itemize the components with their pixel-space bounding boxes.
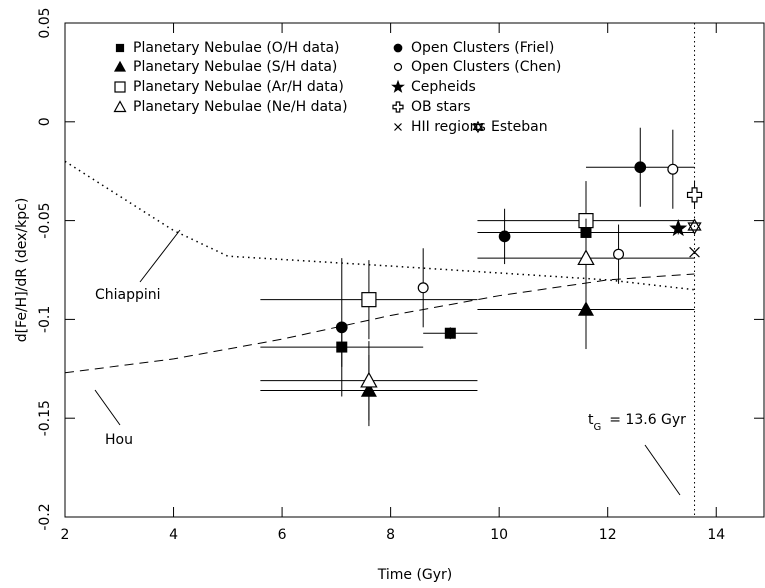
y-tick-label: -0.15 [37,400,53,436]
curve-label: Chiappini [95,287,161,303]
x-tick-label: 6 [278,527,287,543]
x-axis-label: Time (Gyr) [377,567,453,583]
legend-label: HII regions [411,119,486,135]
model-curve [64,160,695,291]
legend-label: Cepheids [411,79,476,95]
legend-symbol [391,79,405,93]
legend-symbol [114,81,126,93]
data-point [417,282,429,294]
vline-label-main: t [588,412,594,428]
legend-symbol [392,101,404,113]
legend-symbol [113,60,127,72]
data-point [689,246,700,258]
pointer [94,389,121,426]
legend-symbol [393,43,403,53]
data-point [669,219,688,237]
y-tick-label: 0.05 [37,7,53,38]
data-point [667,163,679,175]
model-curve [64,273,695,374]
x-tick-label: 14 [707,527,725,543]
legend-label: Open Clusters (Friel) [411,40,554,56]
x-tick-label: 10 [490,527,508,543]
data-point [613,248,625,260]
data-point [361,292,377,308]
legend-label: Planetary Nebulae (Ne/H data) [133,99,348,115]
data-point [360,371,378,388]
data-point [577,249,595,266]
vline-label: tG = 13.6 Gyr [588,412,686,433]
legend-label: Planetary Nebulae (S/H data) [133,59,337,75]
y-tick-label: -0.1 [37,306,53,333]
x-tick-label: 2 [61,527,70,543]
legend-symbol [472,120,484,134]
legend-symbol [394,123,402,131]
vline-label-sub: G [594,422,602,433]
data-point [444,327,456,339]
pointer [139,229,181,283]
data-point [634,161,647,174]
x-tick-label: 8 [386,527,395,543]
y-tick-label: 0 [37,117,53,126]
y-tick-label: -0.2 [37,503,53,530]
pointer [644,444,681,496]
legend-label: OB stars [411,99,471,115]
legend-symbol [393,62,403,72]
legend-label: Planetary Nebulae (Ar/H data) [133,79,344,95]
curve-label: Hou [105,432,133,448]
data-point [335,321,348,334]
legend-symbol [115,43,125,53]
x-tick-label: 12 [599,527,617,543]
y-tick-label: -0.05 [37,202,53,238]
vline-label-rest: = 13.6 Gyr [609,412,686,428]
legend-symbol [113,100,127,113]
data-point [577,301,595,316]
x-tick-label: 4 [169,527,178,543]
data-point [498,230,511,243]
plot-frame [64,22,765,518]
legend-label: Esteban [491,119,548,135]
data-point [686,187,703,203]
legend-label: Open Clusters (Chen) [411,59,561,75]
legend-label: Planetary Nebulae (O/H data) [133,40,340,56]
data-point [687,218,702,235]
y-axis-label: d[Fe/H]/dR (dex/kpc) [14,198,30,343]
